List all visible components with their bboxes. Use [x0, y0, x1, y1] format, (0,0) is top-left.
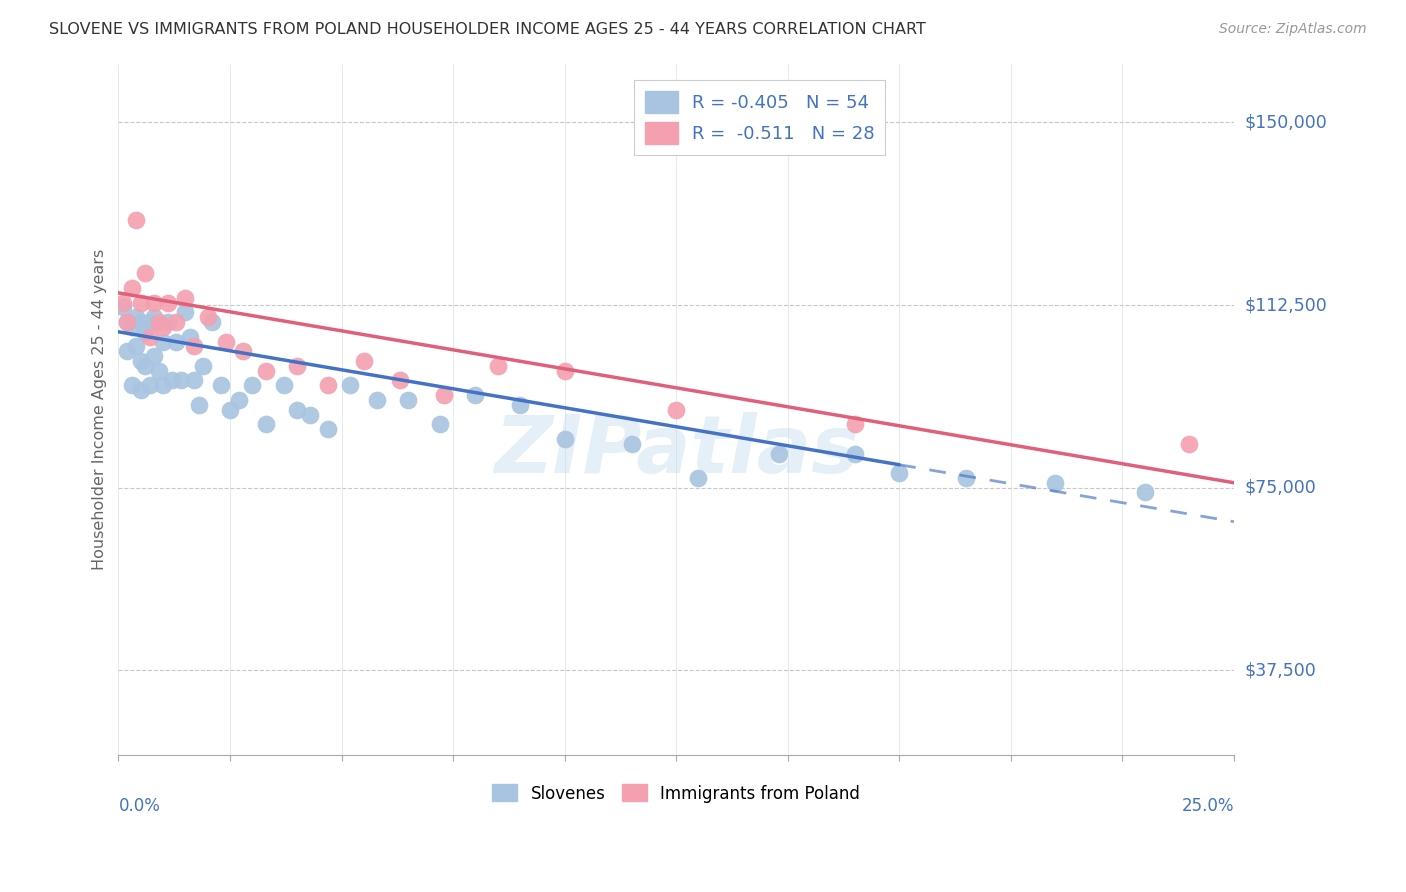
Point: [117, 315, 139, 329]
Point: [143, 295, 166, 310]
Point: [138, 315, 160, 329]
Point: [254, 417, 277, 432]
Point: [129, 383, 152, 397]
Point: [152, 378, 174, 392]
Text: $75,000: $75,000: [1244, 479, 1317, 497]
Text: ZIPatlas: ZIPatlas: [494, 412, 859, 491]
Point: [170, 374, 193, 388]
Point: [254, 364, 277, 378]
Point: [688, 471, 710, 485]
Point: [183, 374, 205, 388]
Point: [187, 398, 209, 412]
Text: SLOVENE VS IMMIGRANTS FROM POLAND HOUSEHOLDER INCOME AGES 25 - 44 YEARS CORRELAT: SLOVENE VS IMMIGRANTS FROM POLAND HOUSEH…: [49, 22, 927, 37]
Point: [111, 295, 134, 310]
Point: [554, 364, 576, 378]
Point: [1178, 437, 1201, 451]
Point: [273, 378, 295, 392]
Point: [129, 315, 152, 329]
Legend: R = -0.405   N = 54, R =  -0.511   N = 28: R = -0.405 N = 54, R = -0.511 N = 28: [634, 80, 886, 154]
Point: [148, 315, 170, 329]
Point: [299, 408, 322, 422]
Point: [316, 422, 339, 436]
Point: [156, 315, 179, 329]
Point: [844, 417, 866, 432]
Point: [509, 398, 531, 412]
Point: [214, 334, 236, 349]
Point: [197, 310, 219, 325]
Point: [134, 325, 156, 339]
Point: [844, 446, 866, 460]
Point: [388, 374, 411, 388]
Point: [1133, 485, 1156, 500]
Point: [554, 432, 576, 446]
Point: [138, 329, 160, 343]
Point: [125, 212, 148, 227]
Point: [134, 320, 156, 334]
Text: $150,000: $150,000: [1244, 113, 1327, 131]
Point: [316, 378, 339, 392]
Point: [353, 354, 375, 368]
Point: [889, 466, 911, 480]
Point: [143, 349, 166, 363]
Y-axis label: Householder Income Ages 25 - 44 years: Householder Income Ages 25 - 44 years: [93, 249, 107, 570]
Text: 0.0%: 0.0%: [118, 797, 160, 814]
Point: [117, 315, 139, 329]
Point: [134, 266, 156, 280]
Point: [285, 402, 308, 417]
Point: [129, 354, 152, 368]
Point: [148, 364, 170, 378]
Point: [366, 392, 388, 407]
Point: [152, 334, 174, 349]
Point: [433, 388, 456, 402]
Point: [219, 402, 242, 417]
Point: [129, 295, 152, 310]
Point: [125, 339, 148, 353]
Point: [486, 359, 509, 373]
Point: [143, 310, 166, 325]
Point: [165, 334, 187, 349]
Point: [138, 378, 160, 392]
Point: [240, 378, 263, 392]
Point: [160, 374, 183, 388]
Point: [665, 402, 688, 417]
Point: [183, 339, 205, 353]
Point: [179, 329, 201, 343]
Point: [121, 378, 143, 392]
Point: [201, 315, 224, 329]
Point: [339, 378, 361, 392]
Point: [111, 301, 134, 315]
Point: [117, 344, 139, 359]
Point: [464, 388, 486, 402]
Point: [174, 291, 197, 305]
Point: [768, 446, 790, 460]
Point: [121, 281, 143, 295]
Point: [209, 378, 232, 392]
Point: [193, 359, 215, 373]
Point: [398, 392, 420, 407]
Point: [228, 392, 250, 407]
Point: [152, 320, 174, 334]
Point: [232, 344, 254, 359]
Point: [620, 437, 643, 451]
Point: [121, 320, 143, 334]
Text: 25.0%: 25.0%: [1181, 797, 1234, 814]
Point: [134, 359, 156, 373]
Point: [125, 310, 148, 325]
Point: [955, 471, 977, 485]
Point: [174, 305, 197, 319]
Point: [429, 417, 451, 432]
Text: Source: ZipAtlas.com: Source: ZipAtlas.com: [1219, 22, 1367, 37]
Point: [285, 359, 308, 373]
Point: [156, 295, 179, 310]
Text: $37,500: $37,500: [1244, 661, 1317, 679]
Point: [1045, 475, 1067, 490]
Text: $112,500: $112,500: [1244, 296, 1327, 314]
Point: [165, 315, 187, 329]
